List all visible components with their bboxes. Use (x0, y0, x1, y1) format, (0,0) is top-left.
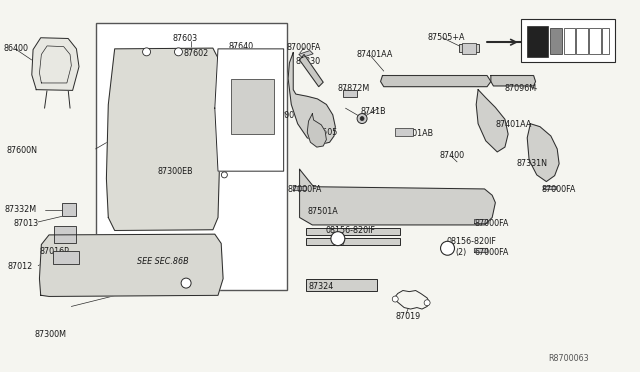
Text: 87400: 87400 (440, 151, 465, 160)
Text: 87602: 87602 (184, 49, 209, 58)
Polygon shape (527, 124, 559, 182)
Text: 87096M: 87096M (505, 84, 537, 93)
Text: 87603: 87603 (172, 34, 197, 43)
Text: 87330: 87330 (296, 57, 321, 66)
Text: 87300EB: 87300EB (157, 167, 193, 176)
Bar (54, 226, 76, 243)
Text: 87000FA: 87000FA (542, 185, 576, 194)
Circle shape (360, 116, 364, 121)
Text: 87332M: 87332M (4, 205, 36, 214)
Text: 08156-820IF: 08156-820IF (446, 237, 496, 246)
Text: 86400: 86400 (3, 44, 28, 53)
Text: 87872M: 87872M (337, 84, 369, 93)
Text: (2): (2) (455, 248, 467, 257)
Text: 87505+A: 87505+A (427, 33, 465, 42)
Text: 87013: 87013 (14, 219, 39, 228)
Circle shape (424, 300, 430, 306)
Bar (521, 19, 615, 62)
Polygon shape (106, 48, 221, 231)
Polygon shape (491, 76, 536, 86)
Bar (95, 23, 287, 290)
Polygon shape (300, 54, 323, 87)
Text: B: B (335, 233, 340, 243)
Polygon shape (474, 248, 487, 251)
Polygon shape (215, 49, 284, 171)
Polygon shape (40, 234, 223, 296)
Text: 87300M: 87300M (35, 330, 67, 340)
Text: 08156-820IF: 08156-820IF (325, 226, 375, 235)
Bar (306, 238, 401, 244)
Text: 87000FA: 87000FA (287, 185, 322, 194)
Circle shape (181, 278, 191, 288)
Text: (4): (4) (334, 237, 345, 246)
Circle shape (392, 296, 398, 302)
Bar (602, 28, 609, 54)
Polygon shape (288, 52, 335, 144)
Text: R8700063: R8700063 (548, 354, 589, 363)
Text: 87000FA: 87000FA (474, 219, 509, 228)
Text: 87012: 87012 (8, 262, 33, 271)
Circle shape (143, 48, 150, 56)
Bar (396, 128, 413, 136)
Polygon shape (293, 186, 306, 190)
Polygon shape (543, 186, 556, 189)
Circle shape (440, 241, 454, 255)
Text: SEE SEC.86B: SEE SEC.86B (137, 257, 189, 266)
Circle shape (175, 48, 182, 56)
Polygon shape (381, 76, 491, 87)
Text: 87000FA: 87000FA (287, 43, 321, 52)
Bar (462, 43, 476, 54)
Polygon shape (307, 114, 326, 147)
Bar (54, 251, 79, 264)
Bar (459, 44, 479, 52)
Circle shape (331, 232, 345, 246)
Bar (306, 228, 401, 235)
Bar (62, 203, 76, 217)
Text: 87324: 87324 (308, 282, 334, 291)
Text: 87000FA: 87000FA (274, 111, 308, 120)
Polygon shape (474, 219, 487, 223)
Polygon shape (476, 90, 508, 152)
Circle shape (221, 172, 227, 178)
Text: 87501A: 87501A (308, 208, 339, 217)
Text: 87401AA: 87401AA (495, 120, 532, 129)
Bar (527, 26, 548, 57)
Text: 87401AA: 87401AA (357, 50, 394, 59)
Text: 87016P: 87016P (40, 247, 69, 256)
Text: 87401AB: 87401AB (398, 129, 434, 138)
Bar (550, 28, 563, 54)
Text: 87640: 87640 (228, 42, 253, 51)
Text: 67000FA: 67000FA (474, 248, 509, 257)
Text: 87331N: 87331N (516, 159, 547, 168)
Text: 87505: 87505 (312, 128, 338, 137)
Text: 87600N: 87600N (6, 146, 37, 155)
Text: B: B (445, 243, 451, 252)
Bar (306, 279, 378, 291)
Bar (564, 28, 575, 54)
Circle shape (357, 113, 367, 124)
Bar (343, 90, 357, 97)
Bar (589, 28, 600, 54)
Polygon shape (32, 38, 79, 90)
Polygon shape (300, 169, 495, 225)
Bar (576, 28, 588, 54)
Text: 8741B: 8741B (360, 107, 386, 116)
Bar (231, 78, 274, 134)
Text: 87019: 87019 (396, 312, 420, 321)
Polygon shape (299, 51, 313, 58)
